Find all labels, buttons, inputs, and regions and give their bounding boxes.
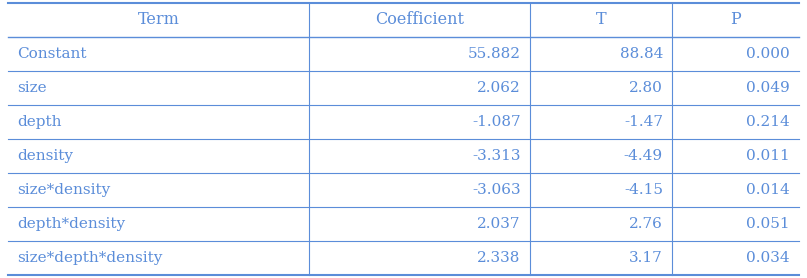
Text: 2.76: 2.76: [629, 217, 663, 231]
Text: -3.313: -3.313: [472, 149, 521, 163]
Text: 55.882: 55.882: [467, 47, 521, 61]
Text: -1.47: -1.47: [624, 115, 663, 129]
Text: 0.011: 0.011: [746, 149, 789, 163]
Text: 0.034: 0.034: [746, 251, 789, 265]
Text: 0.214: 0.214: [746, 115, 789, 129]
Text: 0.051: 0.051: [746, 217, 789, 231]
Text: P: P: [730, 11, 741, 28]
Text: -4.49: -4.49: [624, 149, 663, 163]
Text: -4.15: -4.15: [624, 183, 663, 197]
Text: depth*density: depth*density: [18, 217, 126, 231]
Text: size*density: size*density: [18, 183, 111, 197]
Text: -1.087: -1.087: [472, 115, 521, 129]
Text: density: density: [18, 149, 73, 163]
Text: Term: Term: [137, 11, 179, 28]
Text: T: T: [596, 11, 607, 28]
Text: 2.338: 2.338: [477, 251, 521, 265]
Text: depth: depth: [18, 115, 62, 129]
Text: Coefficient: Coefficient: [374, 11, 464, 28]
Text: 0.049: 0.049: [746, 81, 789, 95]
Text: 2.037: 2.037: [477, 217, 521, 231]
Text: 2.80: 2.80: [629, 81, 663, 95]
Text: size*depth*density: size*depth*density: [18, 251, 163, 265]
Text: 0.014: 0.014: [746, 183, 789, 197]
Text: 88.84: 88.84: [620, 47, 663, 61]
Text: size: size: [18, 81, 47, 95]
Text: 0.000: 0.000: [746, 47, 789, 61]
Text: 2.062: 2.062: [477, 81, 521, 95]
Text: 3.17: 3.17: [629, 251, 663, 265]
Text: -3.063: -3.063: [472, 183, 521, 197]
Text: Constant: Constant: [18, 47, 87, 61]
